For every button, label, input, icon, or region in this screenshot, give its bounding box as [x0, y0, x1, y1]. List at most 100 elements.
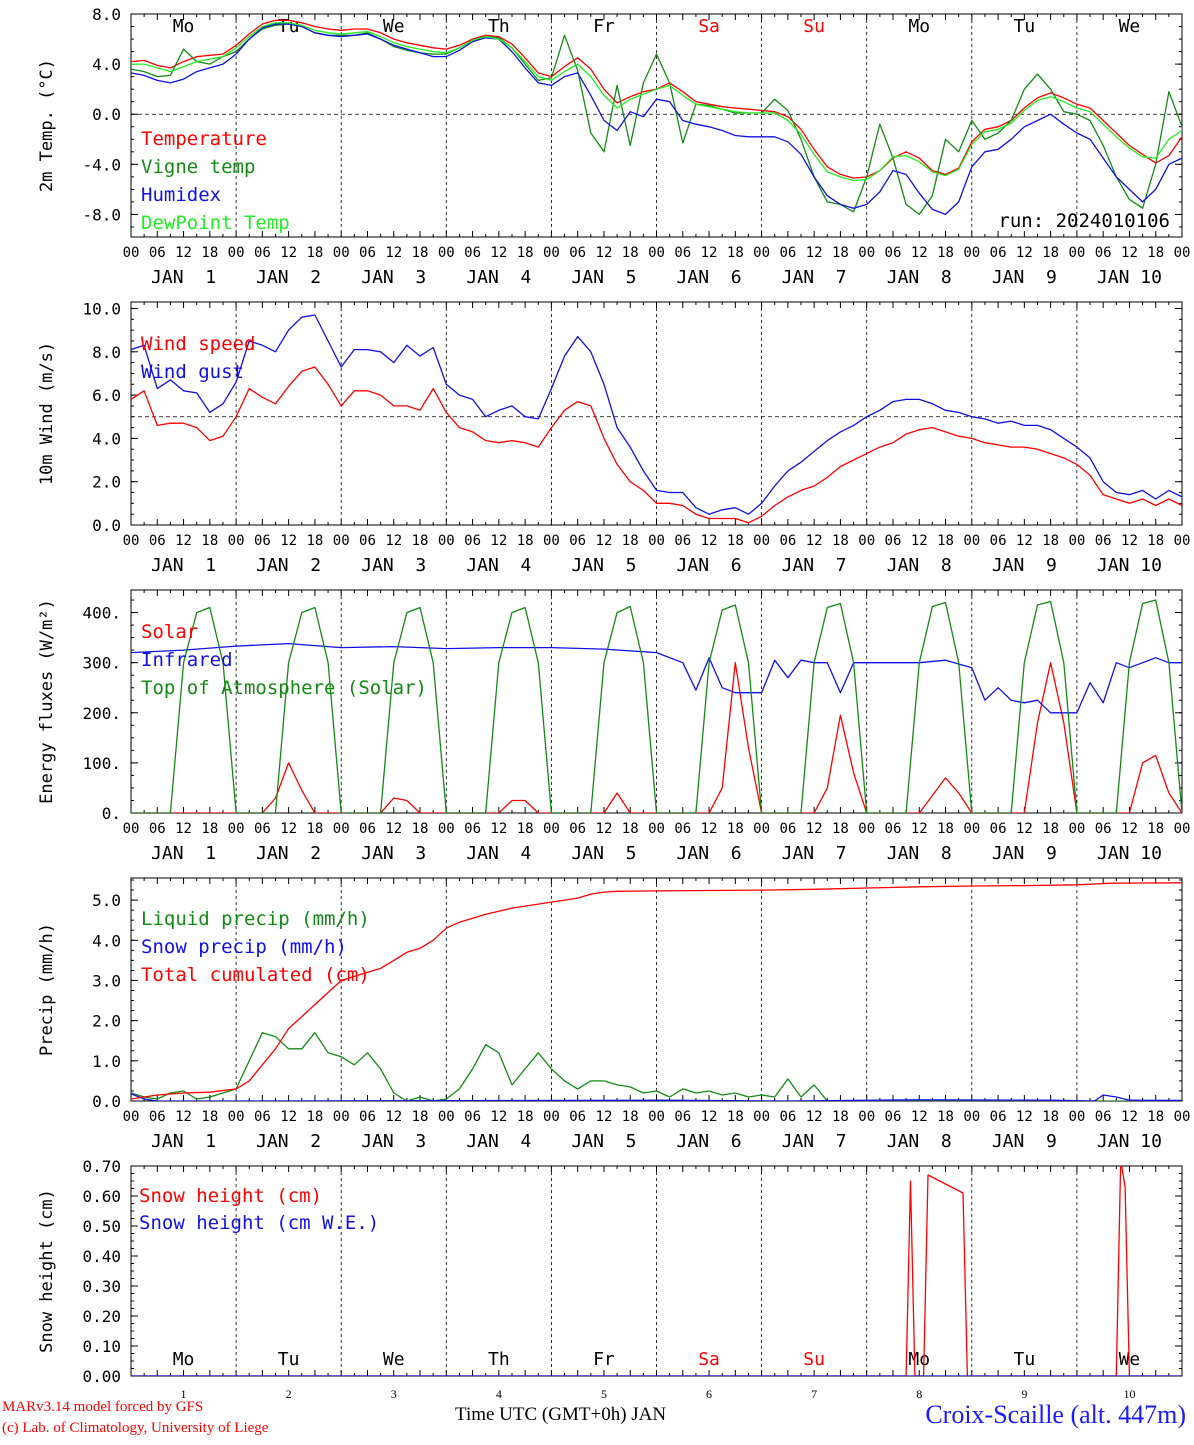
day-of-week-label: Sa — [698, 1349, 720, 1370]
day-number-label: 9 — [1021, 1387, 1027, 1401]
date-label: JAN 7 — [782, 843, 847, 864]
hour-tick-label: 12 — [701, 821, 718, 837]
hour-tick-label: 06 — [254, 533, 271, 549]
hour-tick-label: 06 — [885, 821, 902, 837]
date-label: JAN 6 — [677, 267, 742, 288]
date-label: JAN 5 — [571, 555, 636, 576]
hour-tick-label: 00 — [648, 821, 665, 837]
hour-tick-label: 00 — [1174, 1109, 1191, 1125]
plot-frame — [130, 301, 1183, 526]
series-line-snow-height-cm- — [131, 1166, 1182, 1376]
lab-credit: (c) Lab. of Climatology, University of L… — [2, 1420, 269, 1436]
hour-tick-label: 00 — [1068, 1109, 1085, 1125]
hour-tick-label: 12 — [596, 533, 613, 549]
hour-tick-label: 06 — [674, 1109, 691, 1125]
hour-tick-label: 00 — [753, 821, 770, 837]
y-axis-title: 10m Wind (m/s) — [37, 342, 57, 485]
hour-tick-label: 18 — [1042, 533, 1059, 549]
hour-tick-label: 12 — [911, 533, 928, 549]
y-tick-label: 0.70 — [82, 1157, 121, 1176]
hour-tick-label: 12 — [1016, 533, 1033, 549]
y-tick-label: 0.0 — [92, 516, 121, 535]
y-tick-label: 4.0 — [92, 55, 121, 74]
hour-tick-label: 06 — [464, 245, 481, 261]
date-label: JAN 1 — [151, 1131, 216, 1152]
day-number-label: 7 — [811, 1387, 817, 1401]
hour-tick-label: 12 — [1016, 821, 1033, 837]
hour-tick-label: 12 — [490, 1109, 507, 1125]
day-of-week-label: Mo — [173, 1349, 195, 1370]
hour-tick-label: 00 — [1174, 821, 1191, 837]
station-name: Croix-Scaille (alt. 447m) — [925, 1400, 1186, 1429]
hour-tick-label: 06 — [779, 245, 796, 261]
day-number-label: 8 — [916, 1387, 922, 1401]
date-label: JAN 9 — [992, 843, 1057, 864]
hour-tick-label: 00 — [438, 245, 455, 261]
hour-tick-label: 00 — [228, 1109, 245, 1125]
day-number-label: 5 — [601, 1387, 607, 1401]
day-of-week-label: Mo — [173, 16, 195, 37]
y-tick-label: 4.0 — [92, 931, 121, 950]
hour-tick-label: 06 — [990, 1109, 1007, 1125]
y-tick-label: 0.40 — [82, 1247, 121, 1266]
hour-tick-label: 18 — [1147, 821, 1164, 837]
date-label: JAN 3 — [361, 555, 426, 576]
y-tick-label: 6.0 — [92, 386, 121, 405]
y-tick-label: 0.60 — [82, 1187, 121, 1206]
hour-tick-label: 18 — [412, 1109, 429, 1125]
legend-entry: Temperature — [141, 128, 267, 150]
hour-tick-label: 12 — [175, 533, 192, 549]
hour-tick-label: 12 — [806, 245, 823, 261]
y-tick-label: 0.0 — [92, 105, 121, 124]
date-label: JAN 3 — [361, 843, 426, 864]
hour-tick-label: 00 — [438, 533, 455, 549]
hour-tick-label: 18 — [832, 1109, 849, 1125]
hour-tick-label: 18 — [1042, 245, 1059, 261]
hour-tick-label: 18 — [517, 245, 534, 261]
hour-tick-label: 12 — [385, 1109, 402, 1125]
time-axis-label: Time UTC (GMT+0h) JAN — [455, 1404, 667, 1425]
hour-tick-label: 06 — [1095, 245, 1112, 261]
series-line-dewpoint-temp — [131, 22, 1182, 182]
hour-tick-label: 00 — [753, 533, 770, 549]
y-tick-label: 200. — [82, 704, 121, 723]
hour-tick-label: 06 — [149, 245, 166, 261]
date-label: JAN 9 — [992, 555, 1057, 576]
hour-tick-label: 06 — [359, 821, 376, 837]
hour-tick-label: 12 — [280, 1109, 297, 1125]
hour-tick-label: 12 — [1016, 1109, 1033, 1125]
day-of-week-label: Tu — [278, 16, 300, 37]
y-tick-label: 1.0 — [92, 1052, 121, 1071]
hour-tick-label: 12 — [911, 245, 928, 261]
day-of-week-label: We — [383, 16, 405, 37]
date-label: JAN 6 — [677, 1131, 742, 1152]
day-of-week-label: Fr — [593, 1349, 615, 1370]
hour-tick-label: 00 — [858, 245, 875, 261]
y-tick-label: 0.00 — [82, 1367, 121, 1386]
hour-tick-label: 18 — [1042, 821, 1059, 837]
date-label: JAN 4 — [466, 267, 531, 288]
date-label: JAN 6 — [677, 555, 742, 576]
hour-tick-label: 06 — [674, 245, 691, 261]
hour-tick-label: 12 — [596, 1109, 613, 1125]
hour-tick-label: 00 — [438, 1109, 455, 1125]
series-line-temperature — [131, 19, 1182, 179]
plot-frame — [130, 589, 1183, 814]
y-tick-label: 0.50 — [82, 1217, 121, 1236]
hour-tick-label: 00 — [963, 821, 980, 837]
hour-tick-label: 06 — [254, 1109, 271, 1125]
hour-tick-label: 06 — [1095, 821, 1112, 837]
date-label: JAN 5 — [571, 843, 636, 864]
hour-tick-label: 00 — [963, 1109, 980, 1125]
hour-tick-label: 18 — [727, 1109, 744, 1125]
hour-tick-label: 06 — [885, 533, 902, 549]
y-tick-label: -4.0 — [82, 155, 121, 174]
series-line-solar — [131, 662, 1182, 813]
hour-tick-label: 06 — [149, 1109, 166, 1125]
day-number-label: 1 — [181, 1387, 187, 1401]
y-axis-title: Precip (mm/h) — [37, 923, 57, 1056]
hour-tick-label: 00 — [1068, 533, 1085, 549]
day-of-week-label: Sa — [698, 16, 720, 37]
hour-tick-label: 00 — [123, 1109, 140, 1125]
hour-tick-label: 12 — [806, 821, 823, 837]
